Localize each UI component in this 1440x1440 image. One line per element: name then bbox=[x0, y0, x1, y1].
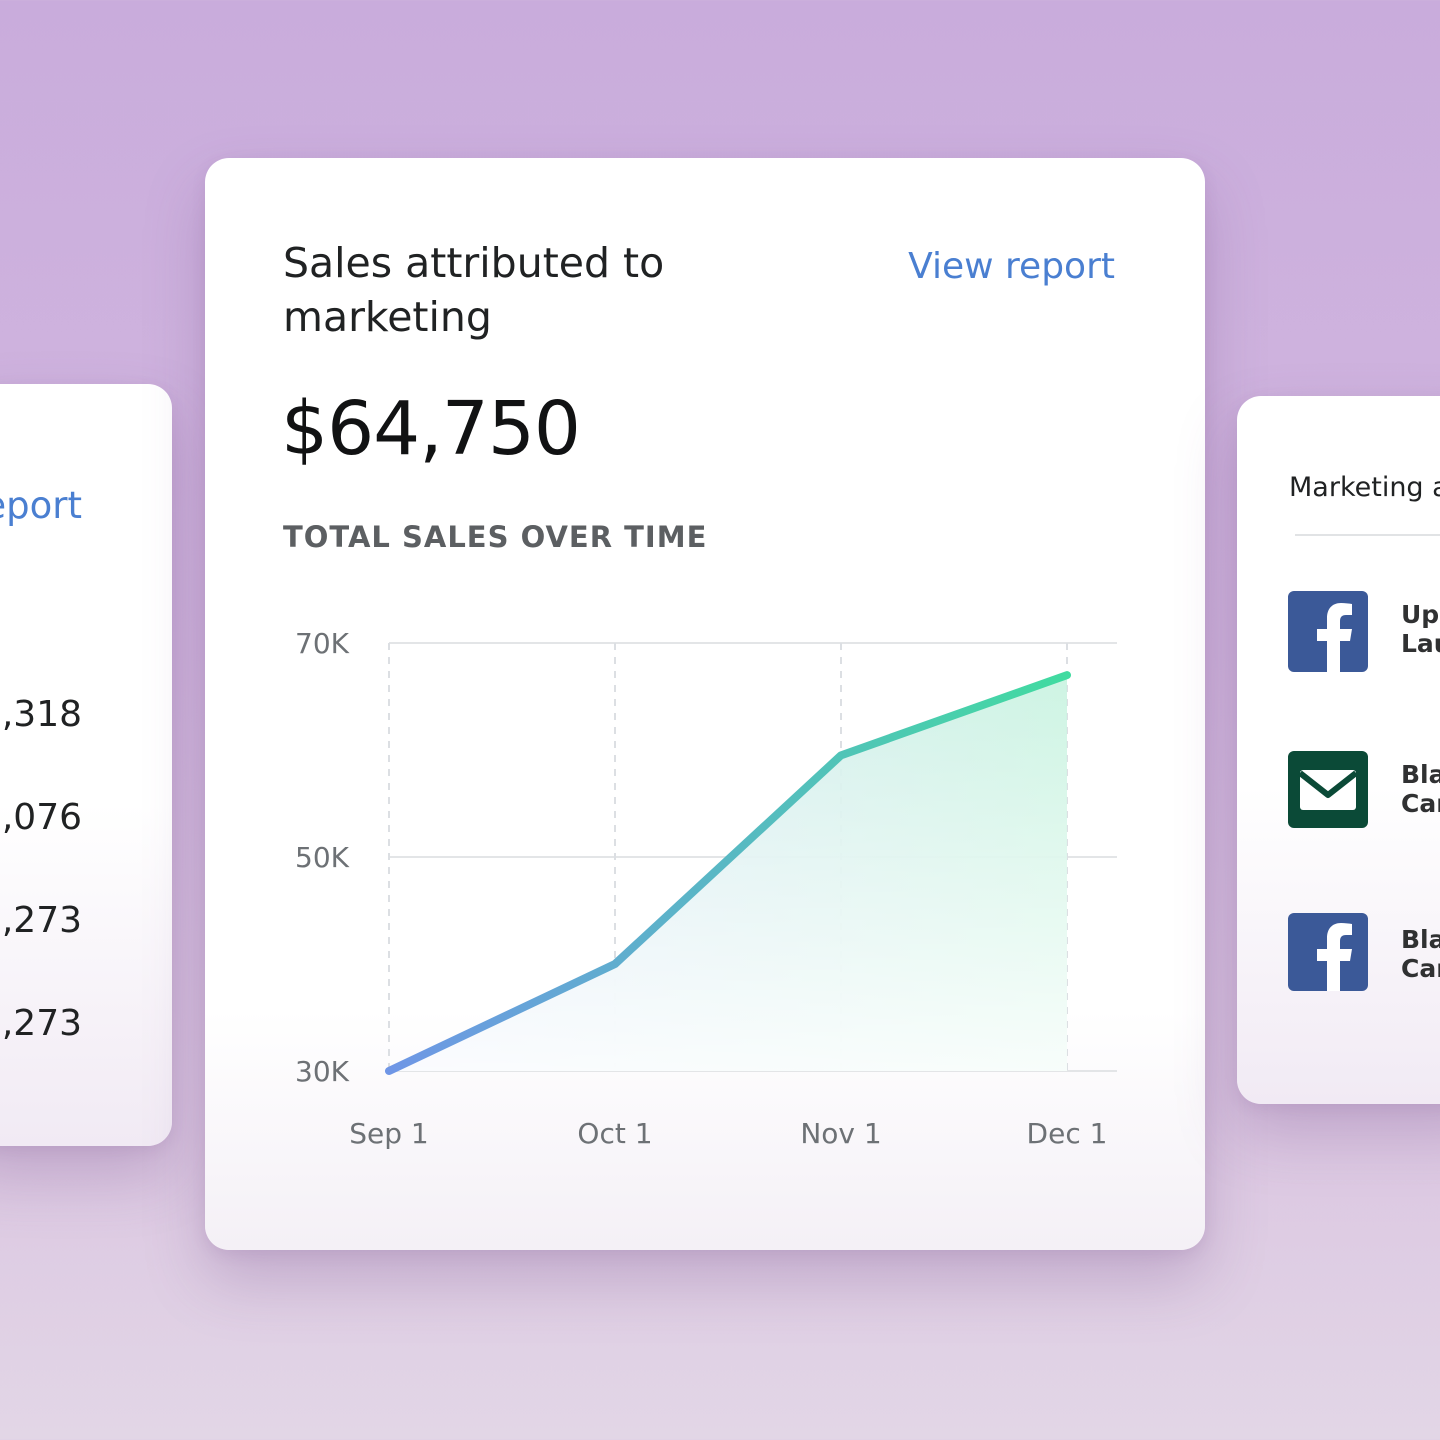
left-value-1: 2,318 bbox=[0, 694, 82, 735]
left-view-report-link[interactable]: eport bbox=[0, 484, 82, 527]
left-value-4: 6,273 bbox=[0, 1003, 82, 1044]
left-value-2: 2,076 bbox=[0, 797, 82, 838]
left-value-3: 5,273 bbox=[0, 900, 82, 941]
x-tick-label: Oct 1 bbox=[577, 1117, 652, 1150]
card-title: Sales attributed to marketing bbox=[283, 239, 665, 341]
activity-item-2[interactable]: Bla Car bbox=[1401, 760, 1440, 818]
activity-3-line-2: Car bbox=[1401, 954, 1440, 983]
activity-3-line-1: Bla bbox=[1401, 925, 1440, 954]
x-tick-label: Sep 1 bbox=[349, 1117, 429, 1150]
x-tick-label: Dec 1 bbox=[1027, 1117, 1108, 1150]
total-sales-value: $64,750 bbox=[281, 386, 581, 472]
area-fade bbox=[389, 675, 1067, 1071]
sales-line-chart: 30K 50K 70K Sep 1 Oct 1 Nov 1 Dec 1 bbox=[295, 627, 1117, 1150]
left-report-card: eport 2,318 2,076 5,273 6,273 bbox=[0, 384, 172, 1146]
facebook-icon bbox=[1288, 591, 1368, 672]
sales-series-line bbox=[385, 671, 1071, 1075]
divider bbox=[1295, 534, 1440, 536]
marketing-activities-title: Marketing ac bbox=[1289, 472, 1440, 503]
marketing-activities-card: Marketing ac Upc Lau Bla Car Bla Car bbox=[1237, 396, 1440, 1104]
y-tick-label: 50K bbox=[295, 841, 350, 874]
activity-2-line-1: Bla bbox=[1401, 760, 1440, 789]
sales-attributed-card: Sales attributed to marketing View repor… bbox=[205, 158, 1205, 1250]
y-tick-label: 30K bbox=[295, 1055, 350, 1088]
activity-1-line-2: Lau bbox=[1401, 629, 1440, 658]
activity-item-1[interactable]: Upc Lau bbox=[1401, 600, 1440, 658]
x-tick-label: Nov 1 bbox=[800, 1117, 881, 1150]
view-report-link[interactable]: View report bbox=[908, 246, 1115, 287]
activity-2-line-2: Car bbox=[1401, 789, 1440, 818]
activity-item-3[interactable]: Bla Car bbox=[1401, 925, 1440, 983]
section-label: TOTAL SALES OVER TIME bbox=[283, 520, 708, 554]
facebook-icon bbox=[1288, 913, 1368, 991]
email-icon bbox=[1288, 751, 1368, 828]
y-tick-label: 70K bbox=[295, 627, 350, 660]
activity-1-line-1: Upc bbox=[1401, 600, 1440, 629]
